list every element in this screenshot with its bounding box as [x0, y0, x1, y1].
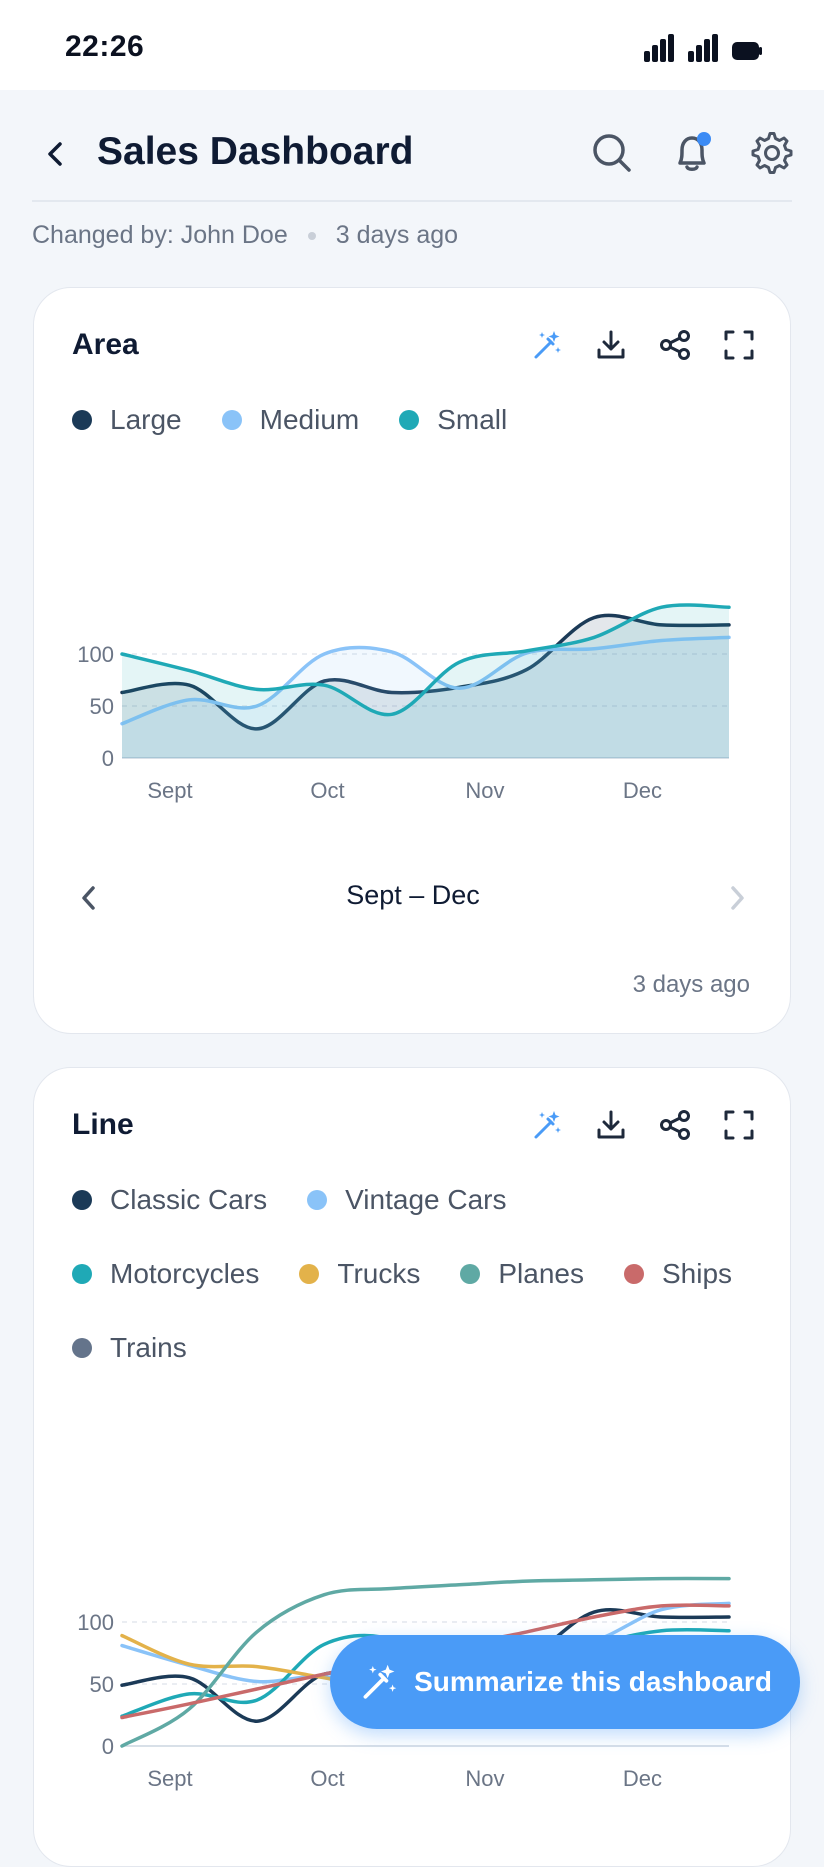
fullscreen-icon[interactable]: [722, 1108, 756, 1142]
legend-item: Trucks: [299, 1258, 420, 1290]
y-tick-label: 0: [102, 1734, 114, 1759]
x-tick-label: Sept: [147, 1766, 192, 1791]
legend-dot: [72, 1338, 92, 1358]
legend-label: Planes: [498, 1258, 584, 1289]
app-header: Sales Dashboard: [0, 90, 824, 202]
status-icons: [644, 34, 762, 62]
back-arrow-icon[interactable]: [36, 134, 76, 174]
y-tick-label: 100: [77, 642, 114, 667]
y-tick-label: 0: [102, 746, 114, 771]
y-tick-label: 50: [90, 694, 114, 719]
battery-icon: [732, 42, 762, 60]
legend-item: Classic Cars: [72, 1184, 267, 1216]
legend-label: Classic Cars: [110, 1184, 268, 1215]
legend-label: Ships: [661, 1258, 733, 1289]
legend-dot: [72, 1264, 92, 1284]
series-line-planes: [120, 1576, 731, 1748]
legend-item: Trains: [72, 1332, 187, 1364]
legend-item: Vintage Cars: [307, 1184, 507, 1216]
search-icon[interactable]: [589, 130, 635, 176]
legend-item: Motorcycles: [72, 1258, 259, 1290]
line-chart-card: Line Classic Cars: [33, 1067, 791, 1867]
area-chart: 0 50 100 Sept Oct Nov Dec: [77, 603, 731, 803]
legend-label: Large: [110, 404, 182, 435]
legend-item: Large: [72, 404, 182, 436]
meta-separator: [307, 231, 316, 240]
x-tick-label: Nov: [465, 1766, 504, 1791]
x-tick-label: Oct: [310, 778, 344, 803]
date-range-label: Sept – Dec: [346, 880, 480, 910]
date-range-pager: Sept – Dec: [34, 878, 792, 918]
page-title: Sales Dashboard: [97, 130, 414, 173]
chevron-left-icon[interactable]: [74, 878, 104, 918]
area-legend: Large Medium Small: [72, 383, 547, 457]
series-area-medium: [122, 637, 729, 758]
legend-dot: [72, 410, 92, 430]
header-divider: [32, 200, 792, 202]
y-tick-label: 100: [77, 1610, 114, 1635]
changed-ago-text: 3 days ago: [335, 221, 459, 249]
legend-label: Motorcycles: [110, 1258, 260, 1289]
card-title: Area: [72, 328, 139, 361]
share-icon[interactable]: [658, 1108, 692, 1142]
x-tick-label: Dec: [623, 778, 662, 803]
line-chart: 0 50 100 Sept Oct Nov Dec: [77, 1576, 731, 1791]
area-chart-card: Area Large: [33, 287, 791, 1034]
x-tick-label: Oct: [310, 1766, 344, 1791]
card-toolbar: [530, 328, 756, 362]
chevron-right-icon[interactable]: [722, 878, 752, 918]
fullscreen-icon[interactable]: [722, 328, 756, 362]
legend-dot: [399, 410, 420, 430]
series-line-large: [120, 613, 731, 731]
legend-label: Trucks: [337, 1258, 421, 1289]
legend-label: Trains: [110, 1332, 187, 1363]
change-info: Changed by: John Doe 3 days ago: [32, 221, 458, 250]
y-tick-label: 50: [90, 1672, 114, 1697]
changed-by-text: Changed by: John Doe: [32, 221, 288, 249]
line-legend: Classic Cars Vintage Cars Motorcycles Tr…: [72, 1163, 772, 1385]
magic-wand-icon: [363, 1664, 397, 1699]
legend-label: Vintage Cars: [345, 1184, 507, 1215]
legend-item: Small: [399, 404, 507, 436]
summarize-dashboard-button[interactable]: Summarize this dashboard: [330, 1635, 800, 1729]
card-toolbar: [530, 1108, 756, 1142]
wifi-signal-icon: [688, 34, 718, 62]
legend-label: Small: [437, 404, 508, 435]
download-icon[interactable]: [594, 1108, 628, 1142]
share-icon[interactable]: [658, 328, 692, 362]
legend-dot: [299, 1264, 320, 1284]
status-time: 22:26: [65, 30, 145, 63]
legend-dot: [460, 1264, 481, 1284]
series-line-medium: [120, 635, 731, 726]
x-tick-label: Nov: [465, 778, 504, 803]
card-updated-text: 3 days ago: [632, 971, 750, 998]
gear-icon[interactable]: [749, 130, 795, 176]
bell-icon[interactable]: [669, 130, 715, 176]
notification-dot: [697, 132, 711, 146]
status-bar: 22:26: [0, 0, 824, 90]
legend-item: Planes: [460, 1258, 584, 1290]
legend-dot: [72, 1190, 92, 1210]
summarize-label: Summarize this dashboard: [414, 1666, 772, 1697]
legend-item: Medium: [221, 404, 360, 436]
series-line-small: [120, 603, 731, 717]
legend-dot: [307, 1190, 328, 1210]
x-tick-label: Dec: [623, 1766, 662, 1791]
magic-wand-icon[interactable]: [530, 328, 564, 362]
legend-dot: [623, 1264, 644, 1284]
magic-wand-icon[interactable]: [530, 1108, 564, 1142]
legend-dot: [221, 410, 242, 430]
download-icon[interactable]: [594, 328, 628, 362]
card-title: Line: [72, 1108, 134, 1141]
x-tick-label: Sept: [147, 778, 192, 803]
legend-label: Medium: [259, 404, 360, 435]
cellular-signal-icon: [644, 34, 674, 62]
legend-item: Ships: [623, 1258, 733, 1290]
